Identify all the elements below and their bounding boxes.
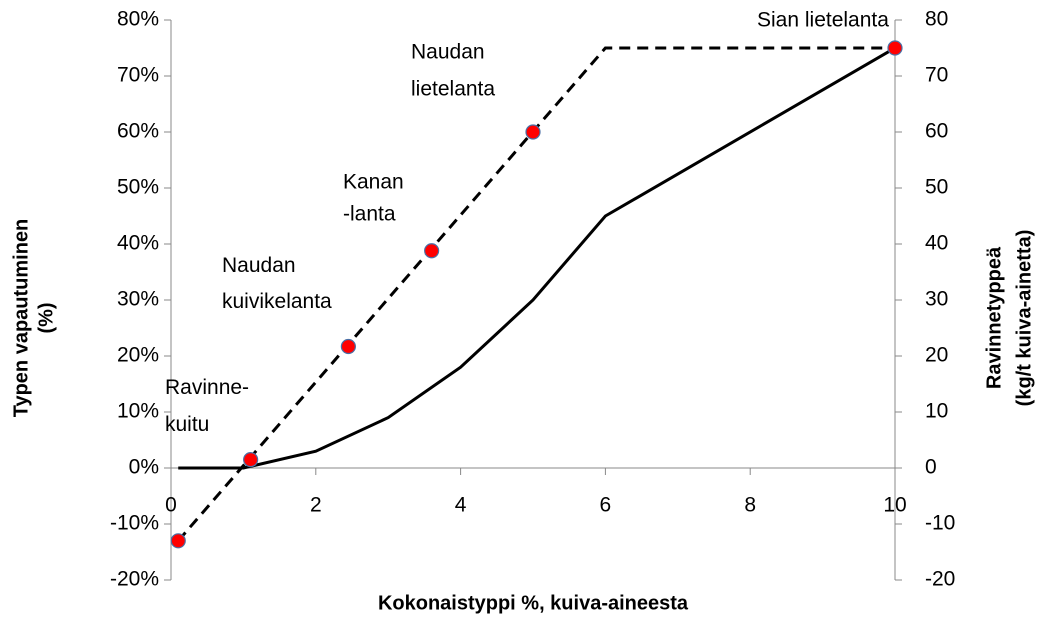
point-label: Ravinne- [165,376,249,399]
y-axis-title: (%) [35,302,57,333]
y2-tick-label: 30 [925,288,948,311]
point-label: Naudan [411,41,485,64]
data-point [424,243,440,259]
point-label: kuivikelanta [222,290,332,313]
data-point [525,124,541,140]
y2-tick-label: -10 [925,512,955,535]
y2-tick-label: 40 [925,232,948,255]
point-label: Sian lietelanta [757,9,889,32]
y-tick-label: 10% [117,400,159,423]
y2-tick-label: 20 [925,344,948,367]
y2-tick-label: 10 [925,400,948,423]
y2-tick-label: 70 [925,64,948,87]
y2-tick-label: 0 [925,456,937,479]
y2-tick-label: -20 [925,568,955,591]
y-axis-title: Typen vapautuminen [10,219,32,418]
y-tick-label: 60% [117,120,159,143]
y2-axis-title: (kg/t kuiva-ainetta) [1013,230,1035,407]
point-label: Naudan [222,254,296,277]
point-label: lietelanta [411,78,495,101]
y-tick-label: -20% [110,568,159,591]
y-tick-label: -10% [110,512,159,535]
y-tick-label: 30% [117,288,159,311]
x-tick-label: 4 [455,494,467,517]
x-tick-label: 6 [600,494,612,517]
y2-tick-label: 50 [925,176,948,199]
y-tick-label: 20% [117,344,159,367]
x-tick-label: 2 [310,494,322,517]
data-point [170,533,186,549]
data-point [887,40,903,56]
data-line [177,46,895,542]
y-tick-label: 40% [117,232,159,255]
x-axis-title: Kokonaistyppi %, kuiva-aineesta [378,592,689,614]
data-point [243,452,259,468]
y-tick-label: 80% [117,8,159,31]
point-label: -lanta [343,202,396,225]
x-tick-label: 10 [883,494,906,517]
y-tick-label: 70% [117,64,159,87]
point-label: Kanan [343,170,404,193]
y-tick-label: 0% [129,456,159,479]
x-tick-label: 0 [165,494,177,517]
x-tick-label: 8 [744,494,756,517]
y2-axis-title: Ravinnetyppeä [983,246,1005,389]
point-label: kuitu [165,413,209,436]
y-tick-label: 50% [117,176,159,199]
y2-tick-label: 60 [925,120,948,143]
y2-tick-label: 80 [925,8,948,31]
data-point [340,338,356,355]
